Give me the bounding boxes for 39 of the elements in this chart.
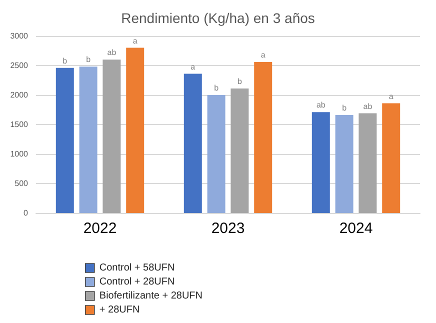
data-label: a xyxy=(260,50,266,60)
data-label: ab xyxy=(107,48,117,58)
data-label: b xyxy=(214,84,220,92)
legend-label: Control + 28UFN xyxy=(99,276,175,288)
bar xyxy=(184,74,202,213)
legend-label: + 28UFN xyxy=(99,304,140,316)
bar xyxy=(358,113,377,213)
bar xyxy=(230,88,249,213)
bar xyxy=(382,103,400,213)
data-label: b xyxy=(237,77,242,86)
bar xyxy=(312,112,330,213)
x-tick-label: 2024 xyxy=(339,220,373,237)
data-label: b xyxy=(62,56,68,66)
bar xyxy=(126,48,144,213)
x-tick-label: 2022 xyxy=(83,220,117,237)
bar xyxy=(207,95,226,213)
legend-label: Biofertilizante + 28UFN xyxy=(99,290,203,302)
x-tick-label: 2023 xyxy=(211,220,245,237)
data-label: a xyxy=(132,36,138,46)
y-tick-label: 500 xyxy=(14,179,29,188)
data-label: a xyxy=(190,62,196,72)
y-tick-label: 1500 xyxy=(10,120,29,129)
data-label: a xyxy=(388,92,394,101)
bar xyxy=(102,60,121,213)
y-tick-label: 0 xyxy=(24,208,29,218)
y-tick-label: 2000 xyxy=(10,90,29,100)
bar xyxy=(335,115,354,213)
bar xyxy=(254,62,272,213)
bar xyxy=(79,66,98,213)
legend-label: Control + 58UFN xyxy=(99,262,175,274)
data-label: ab xyxy=(363,102,373,111)
data-label: b xyxy=(86,55,92,64)
bar xyxy=(56,68,74,213)
y-tick-label: 1000 xyxy=(10,150,29,158)
y-tick-label: 2500 xyxy=(10,61,29,70)
data-label: ab xyxy=(316,100,326,110)
data-label: b xyxy=(342,104,348,113)
chart-title: Rendimiento (Kg/ha) en 3 años xyxy=(121,10,315,26)
y-tick-label: 3000 xyxy=(10,32,29,40)
